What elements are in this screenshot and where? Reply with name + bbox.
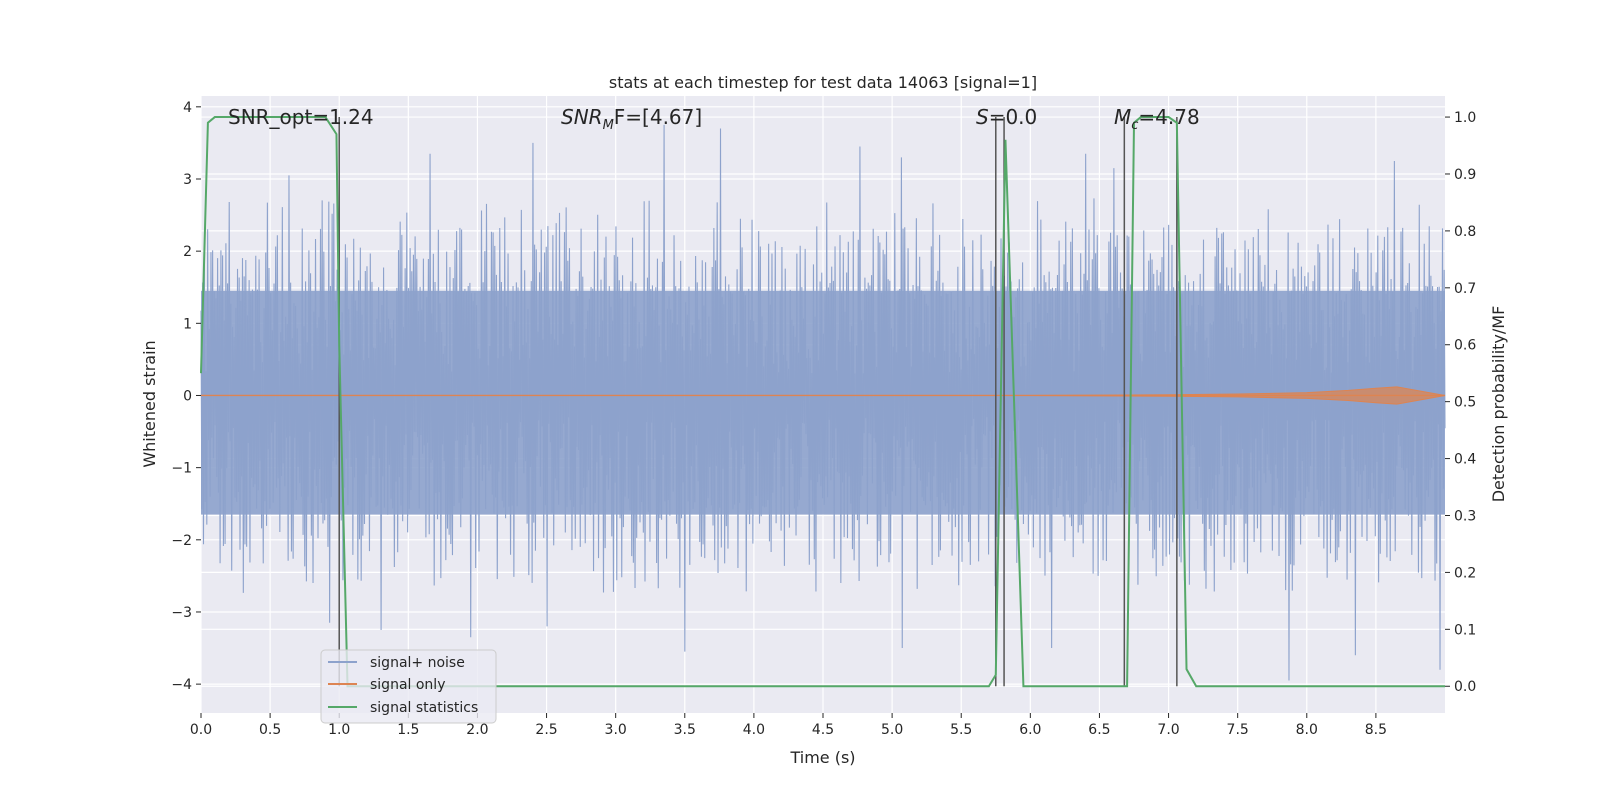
annotation-mc-subscript: c: [1131, 118, 1138, 133]
x-tick-label: 6.0: [1019, 722, 1041, 738]
y2-tick-label: 0.4: [1454, 452, 1476, 468]
signal-series-layer: [201, 386, 1446, 405]
stats-series-line: [200, 116, 1445, 688]
legend-label-stats: signal statistics: [370, 700, 478, 716]
y2-tick-label: 0.8: [1454, 224, 1476, 240]
x-tick-label: 1.5: [397, 722, 419, 738]
legend: signal+ noise signal only signal statist…: [320, 649, 497, 724]
x-tick-label: 0.0: [190, 722, 212, 738]
ticks-layer: 0.0 0.5 1.0 1.5 2.0 2.5 3.0 3.5 4.0 4.5 5.0 5.5 6.0 6…: [171, 100, 1476, 738]
x-tick-label: 6.5: [1088, 722, 1110, 738]
legend-label-noise: signal+ noise: [370, 655, 465, 671]
annotation-snr-mf-symbol: SNR: [561, 105, 603, 129]
y-tick-label: −3: [171, 605, 192, 621]
x-tick-label: 8.5: [1365, 722, 1387, 738]
chart-title: stats at each timestep for test data 140…: [609, 73, 1037, 92]
legend-label-signal: signal only: [370, 677, 445, 693]
y-tick-label: −2: [171, 533, 192, 549]
y2-tick-label: 0.1: [1454, 622, 1476, 638]
annotation-s-symbol: S: [976, 105, 989, 129]
y2-tick-label: 0.0: [1454, 679, 1476, 695]
y-tick-label: −1: [171, 461, 192, 477]
x-tick-label: 5.5: [950, 722, 972, 738]
x-tick-label: 1.0: [328, 722, 350, 738]
x-tick-label: 0.5: [259, 722, 281, 738]
legend-frame: [320, 649, 497, 724]
signal-series-envelope: [201, 386, 1446, 405]
stats-series-layer: [200, 116, 1445, 688]
x-tick-label: 8.0: [1296, 722, 1318, 738]
annotation-snr-mf-value: F=[4.67]: [614, 105, 702, 129]
x-tick-label: 2.0: [466, 722, 488, 738]
y-axis-label: Whitened strain: [140, 340, 159, 467]
annotation-snr-mf: SNRMF=[4.67]: [561, 105, 702, 133]
noise-series-line: [200, 124, 1446, 681]
y-tick-label: −4: [171, 677, 192, 693]
y2-tick-label: 0.9: [1454, 167, 1476, 183]
y-tick-label: 2: [183, 244, 192, 260]
y2-tick-label: 0.6: [1454, 338, 1476, 354]
x-tick-label: 7.0: [1157, 722, 1179, 738]
annotation-snr-opt: SNR_opt=1.24: [228, 105, 374, 129]
annotation-s: S=0.0: [976, 105, 1037, 129]
x-tick-label: 4.0: [743, 722, 765, 738]
y2-tick-label: 0.7: [1454, 281, 1476, 297]
annotation-mc: Mc=4.78: [1114, 105, 1200, 133]
y2-tick-label: 0.3: [1454, 508, 1476, 524]
x-tick-label: 2.5: [535, 722, 557, 738]
annotation-snr-mf-subscript: M: [603, 118, 614, 133]
annotation-s-value: =0.0: [989, 105, 1038, 129]
x-tick-label: 4.5: [812, 722, 834, 738]
x-tick-label: 5.0: [881, 722, 903, 738]
noise-series-layer: [200, 124, 1446, 681]
y-tick-label: 0: [183, 388, 192, 404]
x-tick-label: 7.5: [1227, 722, 1249, 738]
annotation-mc-value: =4.78: [1138, 105, 1199, 129]
y-tick-label: 4: [183, 100, 192, 116]
y2-axis-label: Detection probability/MF: [1489, 306, 1508, 503]
y-tick-label: 1: [183, 316, 192, 332]
annotation-mc-symbol: M: [1114, 105, 1131, 129]
x-tick-label: 3.5: [674, 722, 696, 738]
x-tick-label: 3.0: [605, 722, 627, 738]
y2-tick-label: 0.5: [1454, 395, 1476, 411]
x-axis-label: Time (s): [789, 748, 855, 767]
y2-tick-label: 1.0: [1454, 110, 1476, 126]
y-tick-label: 3: [183, 172, 192, 188]
y2-tick-label: 0.2: [1454, 565, 1476, 581]
